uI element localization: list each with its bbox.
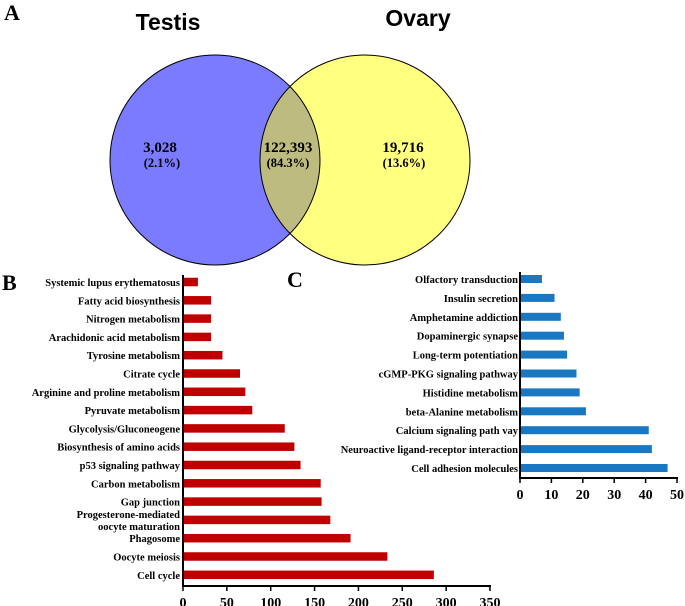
bar-chart-c-category-label: Olfactory transduction	[415, 275, 518, 286]
bar-chart-b-bar	[184, 405, 253, 415]
bar-chart-b-bar	[184, 296, 212, 305]
bar-chart-c-bar	[521, 275, 542, 283]
bar-chart-b-bar	[184, 387, 246, 397]
bar-chart-b-bar	[184, 277, 198, 287]
bar-chart-c-bar	[521, 369, 577, 378]
bar-chart-b-bar	[184, 350, 223, 360]
bar-chart-b-bar	[184, 369, 241, 378]
bar-chart-b-bar	[184, 570, 434, 580]
bar-chart-b: B 0 50 100 150 200 250 300 350 Systemic lupus er…	[2, 270, 501, 606]
venn-overlap-region	[259, 86, 321, 234]
bar-chart-c-x-tick-label: 30	[607, 488, 621, 503]
bar-chart-b-category-label: Citrate cycle	[123, 370, 180, 381]
bar-chart-b-bar	[184, 552, 388, 561]
bar-chart-c-category-label: beta-Alanine metabolism	[406, 407, 519, 418]
bar-chart-c-bar	[521, 426, 649, 435]
panel-letter-a: A	[4, 0, 20, 25]
bar-chart-c-category-label: Dopaminergic synapse	[417, 332, 519, 343]
bar-chart-c-x-tick-label: 20	[576, 488, 590, 503]
bar-chart-c-bar	[521, 445, 652, 454]
venn-title-testis: Testis	[136, 9, 201, 35]
bar-chart-b-x-tick-label: 250	[392, 596, 413, 606]
venn-outline-testis	[109, 54, 321, 266]
bar-chart-b-category-label: Nitrogen metabolism	[86, 315, 180, 326]
bar-chart-c-x-tick-label: 40	[639, 488, 653, 503]
bar-chart-c: C 0 10 20 30 40 50 Olfactory transduction Insul…	[287, 267, 684, 503]
bar-chart-c-x-tick-label: 10	[544, 488, 558, 503]
bar-chart-b-bar	[184, 479, 321, 488]
bar-chart-c-bar	[521, 407, 586, 416]
bar-chart-b-category-label: p53 signaling pathway	[80, 461, 181, 472]
bar-chart-c-bar	[521, 293, 555, 302]
bar-chart-c-bar	[521, 312, 561, 321]
bar-chart-c-category-label: cGMP-PKG signaling pathway	[379, 370, 519, 381]
venn-count-testis: 3,028	[143, 140, 177, 156]
bar-chart-b-bar	[184, 497, 322, 506]
venn-percent-testis: (2.1%)	[144, 156, 180, 170]
bar-chart-c-bar	[521, 350, 568, 359]
bar-chart-b-category-label: oocyte maturation	[98, 522, 180, 533]
bar-chart-b-bar	[184, 533, 351, 543]
venn-title-ovary: Ovary	[385, 5, 450, 31]
bar-chart-b-x-tick-label: 200	[348, 596, 369, 606]
bar-chart-b-bar	[184, 442, 295, 451]
bar-chart-c-x-tick-label: 0	[517, 488, 524, 503]
bar-chart-b-category-label: Progesterone-mediated	[77, 510, 181, 521]
bar-chart-b-bar	[184, 332, 212, 342]
venn-outline-ovary	[259, 54, 471, 266]
bar-chart-b-x-tick-label: 300	[436, 596, 457, 606]
bar-chart-c-category-label: Insulin secretion	[444, 294, 518, 305]
bar-chart-b-category-label: Arachidonic acid metabolism	[49, 333, 180, 344]
bar-chart-b-category-label: Pyruvate metabolism	[85, 406, 181, 417]
bar-chart-b-x-tick-label: 350	[480, 596, 501, 606]
bar-chart-b-bar	[184, 460, 301, 470]
bar-chart-b-category-label: Arginine and proline metabolism	[32, 388, 181, 399]
bar-chart-b-category-label: Phagosome	[129, 534, 180, 545]
panel-letter-c: C	[287, 267, 303, 292]
bar-chart-c-bar	[521, 464, 668, 472]
bar-chart-c-category-label: Neuroactive ligand-receptor interaction	[341, 445, 518, 456]
bar-chart-b-bar	[184, 314, 212, 323]
bar-chart-b-x-tick-label: 0	[180, 596, 187, 606]
venn-diagram: A Testis Ovary 3,028 (2.1%) 122,393 (84.…	[4, 0, 471, 266]
venn-circle-ovary	[260, 55, 470, 265]
bar-chart-b-category-label: Biosynthesis of amino acids	[57, 443, 180, 454]
bar-chart-b-category-label: Gap junction	[121, 498, 180, 509]
bar-chart-b-x-tick-label: 150	[304, 596, 325, 606]
venn-count-overlap: 122,393	[264, 140, 313, 156]
venn-percent-overlap: (84.3%)	[267, 156, 310, 170]
bar-chart-b-category-label: Oocyte meiosis	[113, 553, 180, 564]
bar-chart-b-category-label: Cell cycle	[137, 571, 180, 582]
bar-chart-c-category-label: Histidine metabolism	[423, 388, 519, 399]
bar-chart-c-bar	[521, 331, 564, 340]
bar-chart-b-x-tick-label: 50	[220, 596, 234, 606]
venn-circle-testis	[110, 55, 320, 265]
bar-chart-c-bar	[521, 388, 580, 397]
bar-chart-c-category-label: Long-term potentiation	[413, 351, 518, 362]
bar-chart-c-x-tick-label: 50	[670, 488, 684, 503]
bar-chart-b-x-tick-label: 100	[260, 596, 281, 606]
bar-chart-c-category-label: Amphetamine addiction	[410, 313, 518, 324]
bar-chart-c-category-label: Cell adhesion molecules	[411, 464, 518, 475]
bar-chart-b-category-label: Carbon metabolism	[91, 479, 180, 490]
bar-chart-b-category-label: Fatty acid biosynthesis	[78, 296, 180, 307]
venn-count-ovary: 19,716	[382, 140, 424, 156]
bar-chart-b-bar	[184, 424, 285, 433]
bar-chart-c-category-label: Calcium signaling path vay	[396, 426, 519, 437]
bar-chart-b-category-label: Systemic lupus erythematosus	[45, 278, 180, 289]
bar-chart-b-category-label: Tyrosine metabolism	[87, 351, 180, 362]
bar-chart-b-category-label: Glycolysis/Gluconeogene	[69, 424, 181, 435]
panel-letter-b: B	[2, 270, 17, 295]
venn-percent-ovary: (13.6%)	[383, 156, 426, 170]
bar-chart-b-bar	[184, 515, 331, 525]
